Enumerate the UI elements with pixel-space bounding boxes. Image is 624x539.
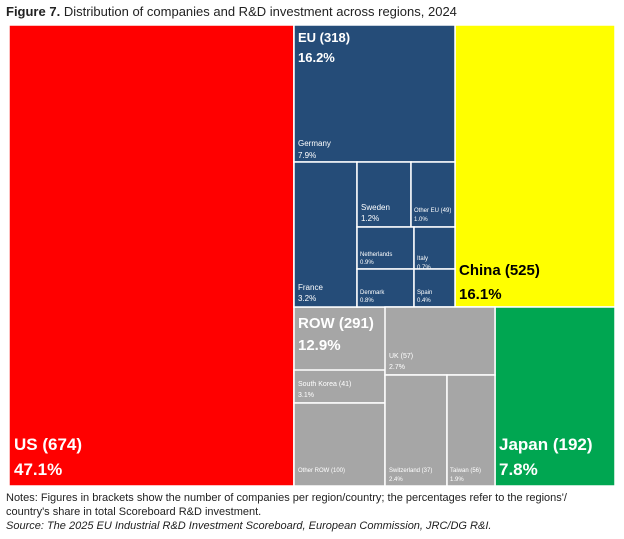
tile-taiwan bbox=[446, 374, 496, 487]
source-text: Source: The 2025 EU Industrial R&D Inves… bbox=[6, 520, 492, 532]
japan-label: Japan (192) bbox=[499, 435, 593, 454]
spain-label: Spain bbox=[417, 290, 432, 296]
other-row-label: Other ROW (100) bbox=[298, 468, 345, 474]
netherlands-share: 0.9% bbox=[360, 260, 374, 266]
tile-germany bbox=[293, 24, 456, 163]
other-eu-share: 1.0% bbox=[414, 217, 428, 223]
tile-italy bbox=[413, 226, 456, 270]
switzerland-label: Switzerland (37) bbox=[389, 468, 432, 474]
denmark-share: 0.8% bbox=[360, 298, 374, 304]
tile-japan bbox=[494, 306, 616, 487]
china-share: 16.1% bbox=[459, 286, 502, 303]
taiwan-label: Taiwan (56) bbox=[450, 468, 481, 474]
sweden-share: 1.2% bbox=[361, 214, 379, 223]
italy-label: Italy bbox=[417, 256, 428, 262]
uk-label: UK (57) bbox=[389, 353, 413, 360]
tile-switzerland bbox=[384, 374, 448, 487]
uk-share: 2.7% bbox=[389, 364, 405, 371]
us-share: 47.1% bbox=[14, 460, 62, 479]
south-korea-label: South Korea (41) bbox=[298, 381, 351, 388]
south-korea-share: 3.1% bbox=[298, 392, 314, 399]
tile-france bbox=[293, 161, 358, 308]
netherlands-label: Netherlands bbox=[360, 252, 392, 258]
figure-title-text: Distribution of companies and R&D invest… bbox=[63, 4, 457, 19]
other-eu-label: Other EU (49) bbox=[414, 208, 451, 214]
tile-other-row bbox=[293, 402, 386, 487]
us-label: US (674) bbox=[14, 435, 82, 454]
row-share: 12.9% bbox=[298, 337, 341, 354]
tile-south-korea bbox=[293, 369, 386, 404]
china-label: China (525) bbox=[459, 262, 540, 279]
italy-share: 0.7% bbox=[417, 265, 431, 271]
denmark-label: Denmark bbox=[360, 290, 385, 296]
switzerland-share: 2.4% bbox=[389, 477, 403, 483]
germany-share: 7.9% bbox=[298, 151, 316, 160]
eu-share: 16.2% bbox=[298, 50, 335, 65]
japan-share: 7.8% bbox=[499, 460, 538, 479]
spain-share: 0.4% bbox=[417, 298, 431, 304]
tile-netherlands bbox=[356, 226, 415, 270]
tile-china bbox=[454, 24, 616, 308]
france-share: 3.2% bbox=[298, 294, 316, 303]
figure-title: Figure 7. Distribution of companies and … bbox=[6, 4, 457, 19]
figure-number: Figure 7. bbox=[6, 4, 61, 19]
tile-us bbox=[8, 24, 295, 487]
germany-label: Germany bbox=[298, 139, 331, 148]
tile-spain bbox=[413, 268, 456, 308]
tile-uk bbox=[384, 306, 496, 376]
row-label: ROW (291) bbox=[298, 315, 374, 332]
notes-text: Notes: Figures in brackets show the numb… bbox=[6, 492, 567, 518]
france-label: France bbox=[298, 283, 323, 292]
eu-label: EU (318) bbox=[298, 30, 350, 45]
taiwan-share: 1.9% bbox=[450, 477, 464, 483]
sweden-label: Sweden bbox=[361, 203, 390, 212]
